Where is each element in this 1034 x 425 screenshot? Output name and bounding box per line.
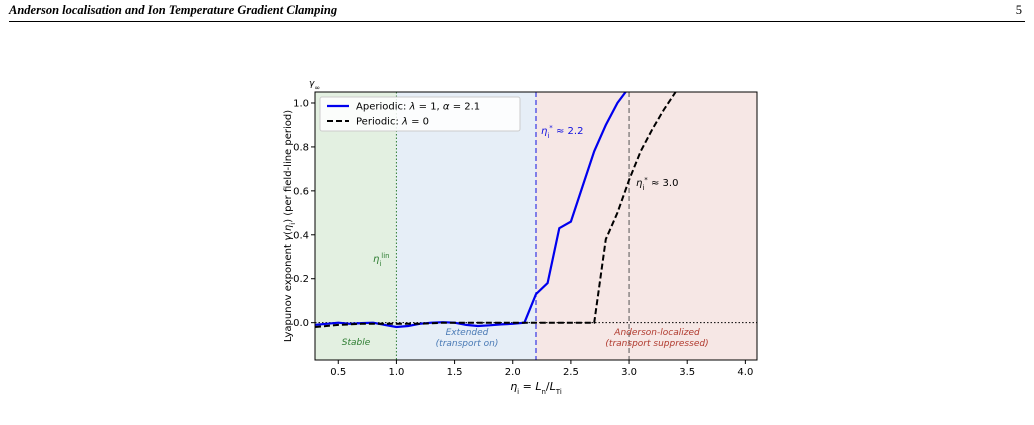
series-line-0: [315, 92, 627, 329]
legend-box: [319, 96, 521, 132]
region-1: [396, 92, 536, 360]
corner-y-label: γ∞: [309, 79, 320, 92]
region-2: [536, 92, 757, 360]
page-number: 5: [1015, 3, 1022, 17]
x-tick-label-0: 0.5: [330, 367, 346, 378]
x-tick-label-5: 3.0: [621, 367, 637, 378]
running-title: Anderson localisation and Ion Temperatur…: [9, 3, 338, 17]
header-rule: [9, 21, 1025, 22]
plot-frame: [314, 91, 758, 361]
threshold-label-2: ηi* ≈ 3.0: [636, 176, 678, 192]
legend-label-1: Periodic: λ = 0: [356, 117, 429, 128]
x-tick-label-7: 4.0: [737, 367, 753, 378]
x-tick-label-6: 3.5: [679, 367, 695, 378]
region-0: [315, 92, 397, 360]
x-tick-label-3: 2.0: [505, 367, 521, 378]
legend-label-0: Aperiodic: λ = 1, α = 2.1: [356, 102, 480, 113]
y-tick-label-0: 0.0: [293, 318, 309, 329]
y-tick-label-3: 0.6: [293, 186, 309, 197]
y-tick-label-5: 1.0: [293, 98, 309, 109]
threshold-label-1: ηi* ≈ 2.2: [541, 124, 583, 140]
y-axis-label: Lyapunov exponent γ(ηi) (per field-line …: [283, 110, 297, 342]
y-tick-label-1: 0.2: [293, 274, 309, 285]
y-tick-label-2: 0.4: [293, 230, 309, 241]
region-label-1-1: (transport on): [436, 339, 499, 349]
x-axis-label: ηi = Ln/LTi: [510, 380, 562, 396]
region-label-1-0: Extended: [446, 328, 489, 338]
threshold-label-0: ηilin: [373, 252, 390, 268]
region-label-2-1: (transport suppressed): [605, 339, 708, 349]
x-tick-label-1: 1.0: [388, 367, 404, 378]
region-label-0-0: Stable: [342, 338, 371, 348]
x-tick-label-4: 2.5: [563, 367, 579, 378]
x-tick-label-2: 1.5: [447, 367, 463, 378]
region-label-2-0: Anderson-localized: [613, 328, 700, 338]
series-line-1: [315, 92, 677, 328]
y-tick-label-4: 0.8: [293, 142, 309, 153]
